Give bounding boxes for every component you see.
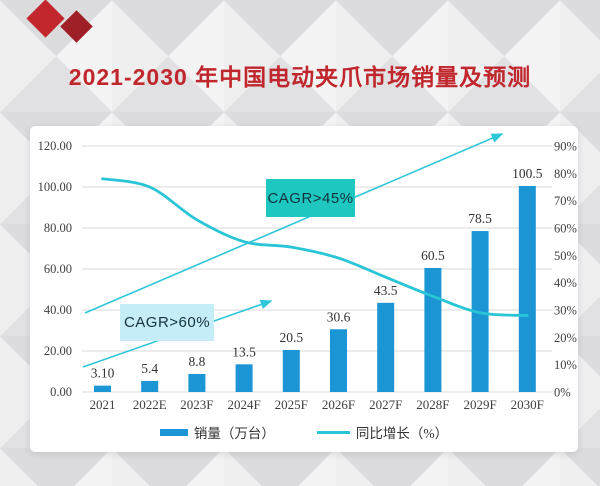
bar-value-label: 13.5: [232, 344, 256, 359]
axis-and-value-labels: 0.00 20.00 40.00 60.00 80.00 100.00 120.00 0% 10…: [38, 139, 577, 412]
cagr-60-annotation: CAGR>60%: [120, 304, 214, 341]
right-axis-tick: 60%: [554, 222, 577, 236]
cagr-45-annotation: CAGR>45%: [266, 179, 355, 217]
sales-bar: [94, 385, 111, 392]
cagr-45-arrow: [84, 133, 504, 314]
bar-value-label: 8.8: [188, 354, 205, 369]
bar-value-label: 20.5: [279, 330, 303, 345]
legend-item-sales: 销量（万台）: [159, 422, 275, 442]
x-axis-label: 2023F: [180, 397, 213, 412]
left-axis-tick: 20.00: [44, 344, 72, 358]
left-axis-tick: 100.00: [38, 180, 72, 194]
chart-legend: 销量（万台） 同比增长（%）: [30, 421, 578, 443]
sales-bars: [94, 185, 536, 392]
bar-value-label: 43.5: [374, 283, 398, 298]
right-axis-tick: 0%: [554, 386, 571, 400]
bar-value-label: 5.4: [141, 361, 158, 376]
x-axis-label: 2024F: [227, 397, 260, 412]
chart-card: 0.00 20.00 40.00 60.00 80.00 100.00 120.00 0% 10…: [30, 126, 578, 452]
sales-forecast-chart: 0.00 20.00 40.00 60.00 80.00 100.00 120.00 0% 10…: [38, 133, 577, 412]
cagr-60-label: CAGR>60%: [123, 314, 211, 331]
right-axis-tick: 10%: [554, 358, 577, 372]
legend-sales-label: 销量（万台）: [193, 426, 275, 441]
sales-bar: [330, 329, 347, 392]
legend-growth-label: 同比增长（%）: [355, 426, 449, 441]
decor-red-diamond-dark-icon: [60, 10, 93, 43]
growth-line-swatch-icon: [316, 430, 350, 434]
bar-value-label: 78.5: [468, 211, 492, 226]
right-axis-tick: 80%: [554, 167, 577, 181]
x-axis-label: 2030F: [511, 397, 544, 412]
x-axis-label: 2021: [90, 397, 116, 412]
bar-value-label: 30.6: [327, 309, 351, 324]
left-axis-tick: 120.00: [38, 139, 72, 153]
sales-bar-swatch-icon: [159, 428, 188, 436]
growth-line: [101, 177, 529, 317]
right-axis-tick: 90%: [554, 140, 577, 154]
left-axis-tick: 0.00: [50, 385, 72, 399]
right-axis-tick: 30%: [554, 304, 577, 318]
sales-bar: [377, 302, 395, 392]
x-axis-label: 2022E: [133, 397, 167, 412]
decor-red-diamond-icon: [26, 0, 65, 38]
page-title: 2021-2030 年中国电动夹爪市场销量及预测: [68, 64, 532, 90]
right-axis-tick: 70%: [554, 194, 577, 208]
sales-bar: [235, 364, 253, 392]
bar-value-label: 3.10: [91, 366, 115, 381]
sales-bar: [282, 349, 300, 392]
x-axis-label: 2025F: [275, 397, 308, 412]
x-axis-label: 2026F: [322, 397, 355, 412]
bar-value-label: 100.5: [512, 166, 543, 181]
right-axis-tick: 40%: [554, 276, 577, 290]
right-axis-tick: 50%: [554, 249, 577, 263]
sales-bar: [518, 185, 536, 392]
left-axis-tick: 80.00: [44, 221, 72, 235]
x-axis-label: 2028F: [416, 397, 449, 412]
left-axis-tick: 60.00: [44, 262, 72, 276]
left-axis-tick: 40.00: [44, 303, 72, 317]
sales-bar: [141, 380, 159, 392]
yoy-growth-line: [101, 177, 529, 317]
legend-item-growth: 同比增长（%）: [316, 422, 449, 442]
sales-bar: [424, 267, 442, 392]
right-axis-tick: 20%: [554, 331, 577, 345]
x-axis-label: 2027F: [369, 397, 402, 412]
bar-value-label: 60.5: [421, 248, 445, 263]
cagr-45-label: CAGR>45%: [267, 189, 354, 207]
sales-bar: [188, 373, 206, 392]
x-axis-label: 2029F: [463, 397, 496, 412]
